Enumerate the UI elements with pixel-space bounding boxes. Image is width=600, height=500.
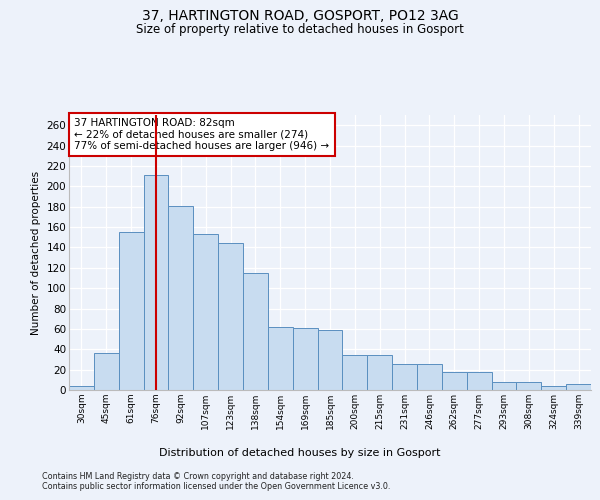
Bar: [119, 232, 143, 390]
Text: 37 HARTINGTON ROAD: 82sqm
← 22% of detached houses are smaller (274)
77% of semi: 37 HARTINGTON ROAD: 82sqm ← 22% of detac…: [74, 118, 329, 151]
Bar: [417, 364, 442, 390]
Bar: [367, 356, 392, 390]
Bar: [517, 382, 541, 390]
Bar: [491, 382, 517, 390]
Bar: [343, 356, 367, 390]
Text: Size of property relative to detached houses in Gosport: Size of property relative to detached ho…: [136, 22, 464, 36]
Bar: [143, 175, 169, 390]
Bar: [392, 364, 417, 390]
Bar: [243, 273, 268, 390]
Text: 37, HARTINGTON ROAD, GOSPORT, PO12 3AG: 37, HARTINGTON ROAD, GOSPORT, PO12 3AG: [142, 9, 458, 23]
Bar: [218, 244, 243, 390]
Bar: [293, 328, 317, 390]
Text: Distribution of detached houses by size in Gosport: Distribution of detached houses by size …: [159, 448, 441, 458]
Bar: [94, 354, 119, 390]
Bar: [467, 372, 491, 390]
Text: Contains HM Land Registry data © Crown copyright and database right 2024.: Contains HM Land Registry data © Crown c…: [42, 472, 354, 481]
Y-axis label: Number of detached properties: Number of detached properties: [31, 170, 41, 334]
Bar: [566, 384, 591, 390]
Bar: [169, 206, 193, 390]
Bar: [442, 372, 467, 390]
Bar: [541, 386, 566, 390]
Bar: [69, 386, 94, 390]
Bar: [193, 234, 218, 390]
Bar: [268, 327, 293, 390]
Bar: [317, 330, 343, 390]
Text: Contains public sector information licensed under the Open Government Licence v3: Contains public sector information licen…: [42, 482, 391, 491]
